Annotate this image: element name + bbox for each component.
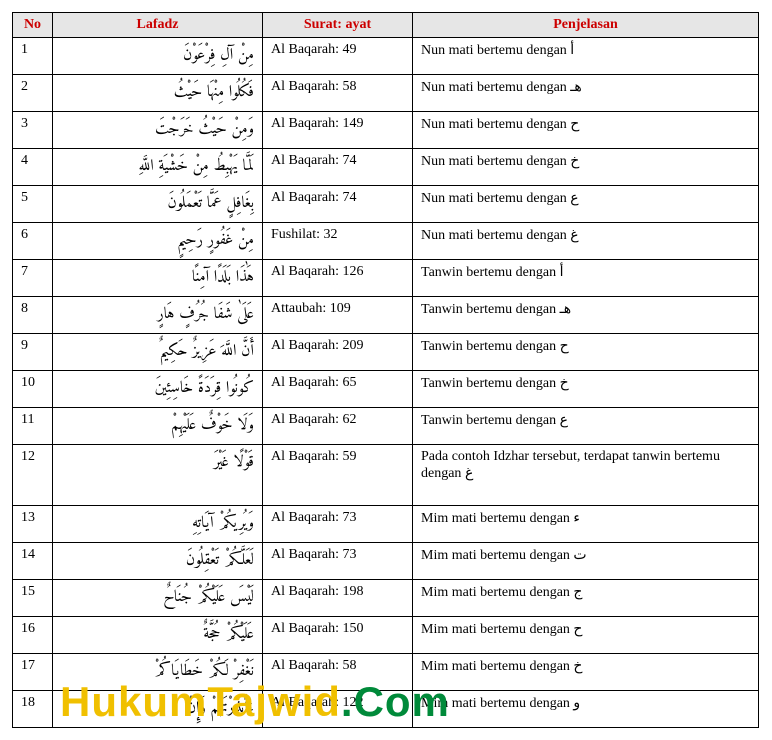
cell-lafadz: نَغْفِرْ لَكُمْ خَطَايَاكُمْ — [53, 654, 263, 691]
cell-lafadz: بِغَافِلٍ عَمَّا تَعْمَلُونَ — [53, 186, 263, 223]
table-row: 11وَلَا خَوْفٌ عَلَيْهِمْAl Baqarah: 62T… — [13, 408, 759, 445]
cell-no: 10 — [13, 371, 53, 408]
header-surat: Surat: ayat — [263, 13, 413, 38]
cell-lafadz: مِنْ آلِ فِرْعَوْنَ — [53, 38, 263, 75]
cell-surat: Al Baqarah: 62 — [263, 408, 413, 445]
cell-lafadz: وَمِنْ حَيْثُ خَرَجْتَ — [53, 112, 263, 149]
cell-penjelasan: Nun mati bertemu dengan خ — [413, 149, 759, 186]
table-row: 2فَكُلُوا مِنْهَا حَيْثُAl Baqarah: 58Nu… — [13, 75, 759, 112]
cell-penjelasan: Tanwin bertemu dengan خ — [413, 371, 759, 408]
cell-no: 3 — [13, 112, 53, 149]
cell-no: 17 — [13, 654, 53, 691]
table-row: 18ءَأَنذَرْتَهُمْ وَإِنْAl Baqarah: 122M… — [13, 691, 759, 728]
cell-lafadz: مِنْ غَفُورٍ رَحِيمٍ — [53, 223, 263, 260]
cell-no: 12 — [13, 445, 53, 506]
cell-penjelasan: Mim mati bertemu dengan ح — [413, 617, 759, 654]
table-row: 4لَمَّا يَهْبِطُ مِنْ خَشْيَةِ اللَّهِAl… — [13, 149, 759, 186]
cell-penjelasan: Mim mati bertemu dengan ت — [413, 543, 759, 580]
cell-no: 1 — [13, 38, 53, 75]
cell-lafadz: لَمَّا يَهْبِطُ مِنْ خَشْيَةِ اللَّهِ — [53, 149, 263, 186]
table-row: 14لَعَلَّكُمْ تَعْقِلُونَAl Baqarah: 73M… — [13, 543, 759, 580]
cell-penjelasan: Nun mati bertemu dengan هـ — [413, 75, 759, 112]
cell-no: 13 — [13, 506, 53, 543]
cell-no: 7 — [13, 260, 53, 297]
cell-lafadz: لَيْسَ عَلَيْكُمْ جُنَاحٌ — [53, 580, 263, 617]
cell-lafadz: فَكُلُوا مِنْهَا حَيْثُ — [53, 75, 263, 112]
cell-penjelasan: Tanwin bertemu dengan ح — [413, 334, 759, 371]
cell-penjelasan: Nun mati bertemu dengan غ — [413, 223, 759, 260]
cell-surat: Al Baqarah: 73 — [263, 506, 413, 543]
cell-surat: Al Baqarah: 58 — [263, 75, 413, 112]
cell-surat: Al Baqarah: 65 — [263, 371, 413, 408]
cell-no: 8 — [13, 297, 53, 334]
cell-no: 14 — [13, 543, 53, 580]
cell-surat: Al Baqarah: 59 — [263, 445, 413, 506]
cell-lafadz: قَوْلًا غَيْرَ — [53, 445, 263, 506]
cell-no: 4 — [13, 149, 53, 186]
cell-lafadz: ءَأَنذَرْتَهُمْ وَإِنْ — [53, 691, 263, 728]
header-row: No Lafadz Surat: ayat Penjelasan — [13, 13, 759, 38]
cell-no: 18 — [13, 691, 53, 728]
header-lafadz: Lafadz — [53, 13, 263, 38]
cell-lafadz: عَلَيْكُمْ حُجَّةٌ — [53, 617, 263, 654]
cell-surat: Fushilat: 32 — [263, 223, 413, 260]
cell-penjelasan: Mim mati bertemu dengan ج — [413, 580, 759, 617]
table-row: 17نَغْفِرْ لَكُمْ خَطَايَاكُمْAl Baqarah… — [13, 654, 759, 691]
table-row: 1مِنْ آلِ فِرْعَوْنَAl Baqarah: 49Nun ma… — [13, 38, 759, 75]
table-row: 13وَيُرِيكُمْ آيَاتِهِAl Baqarah: 73Mim … — [13, 506, 759, 543]
cell-penjelasan: Tanwin bertemu dengan ع — [413, 408, 759, 445]
cell-no: 9 — [13, 334, 53, 371]
table-row: 3وَمِنْ حَيْثُ خَرَجْتَAl Baqarah: 149Nu… — [13, 112, 759, 149]
cell-penjelasan: Mim mati bertemu dengan خ — [413, 654, 759, 691]
cell-surat: Al Baqarah: 49 — [263, 38, 413, 75]
cell-surat: Al Baqarah: 209 — [263, 334, 413, 371]
cell-surat: Al Baqarah: 74 — [263, 149, 413, 186]
cell-no: 16 — [13, 617, 53, 654]
table-row: 16عَلَيْكُمْ حُجَّةٌAl Baqarah: 150Mim m… — [13, 617, 759, 654]
cell-penjelasan: Nun mati bertemu dengan ع — [413, 186, 759, 223]
cell-surat: Al Baqarah: 150 — [263, 617, 413, 654]
cell-lafadz: أَنَّ اللَّهَ عَزِيزٌ حَكِيمٌ — [53, 334, 263, 371]
cell-lafadz: وَلَا خَوْفٌ عَلَيْهِمْ — [53, 408, 263, 445]
table-row: 7هَٰذَا بَلَدًا آمِنًاAl Baqarah: 126Tan… — [13, 260, 759, 297]
header-no: No — [13, 13, 53, 38]
cell-surat: Attaubah: 109 — [263, 297, 413, 334]
table-row: 8عَلَىٰ شَفَا جُرُفٍ هَارٍAttaubah: 109T… — [13, 297, 759, 334]
table-row: 15لَيْسَ عَلَيْكُمْ جُنَاحٌAl Baqarah: 1… — [13, 580, 759, 617]
cell-penjelasan: Mim mati bertemu dengan ء — [413, 506, 759, 543]
cell-lafadz: كُونُوا قِرَدَةً خَاسِئِينَ — [53, 371, 263, 408]
header-penjelasan: Penjelasan — [413, 13, 759, 38]
cell-lafadz: عَلَىٰ شَفَا جُرُفٍ هَارٍ — [53, 297, 263, 334]
cell-penjelasan: Tanwin bertemu dengan أ — [413, 260, 759, 297]
cell-surat: Al Baqarah: 198 — [263, 580, 413, 617]
cell-lafadz: هَٰذَا بَلَدًا آمِنًا — [53, 260, 263, 297]
cell-surat: Al Baqarah: 73 — [263, 543, 413, 580]
cell-lafadz: لَعَلَّكُمْ تَعْقِلُونَ — [53, 543, 263, 580]
cell-no: 15 — [13, 580, 53, 617]
cell-surat: Al Baqarah: 122 — [263, 691, 413, 728]
cell-penjelasan: Mim mati bertemu dengan و — [413, 691, 759, 728]
table-row: 10كُونُوا قِرَدَةً خَاسِئِينَAl Baqarah:… — [13, 371, 759, 408]
cell-no: 11 — [13, 408, 53, 445]
cell-no: 5 — [13, 186, 53, 223]
cell-penjelasan: Pada contoh Idzhar tersebut, terdapat ta… — [413, 445, 759, 506]
cell-lafadz: وَيُرِيكُمْ آيَاتِهِ — [53, 506, 263, 543]
cell-surat: Al Baqarah: 149 — [263, 112, 413, 149]
cell-surat: Al Baqarah: 126 — [263, 260, 413, 297]
table-row: 9أَنَّ اللَّهَ عَزِيزٌ حَكِيمٌAl Baqarah… — [13, 334, 759, 371]
table-row: 12قَوْلًا غَيْرَAl Baqarah: 59Pada conto… — [13, 445, 759, 506]
cell-penjelasan: Tanwin bertemu dengan هـ — [413, 297, 759, 334]
table-row: 6مِنْ غَفُورٍ رَحِيمٍFushilat: 32Nun mat… — [13, 223, 759, 260]
tajwid-table: No Lafadz Surat: ayat Penjelasan 1مِنْ آ… — [12, 12, 759, 728]
cell-penjelasan: Nun mati bertemu dengan ح — [413, 112, 759, 149]
cell-no: 6 — [13, 223, 53, 260]
cell-surat: Al Baqarah: 74 — [263, 186, 413, 223]
cell-no: 2 — [13, 75, 53, 112]
table-row: 5بِغَافِلٍ عَمَّا تَعْمَلُونَAl Baqarah:… — [13, 186, 759, 223]
cell-surat: Al Baqarah: 58 — [263, 654, 413, 691]
cell-penjelasan: Nun mati bertemu dengan أ — [413, 38, 759, 75]
